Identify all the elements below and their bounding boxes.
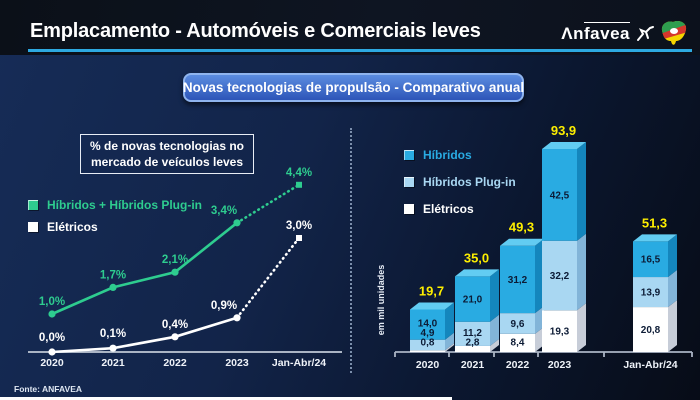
svg-text:32,2: 32,2 (550, 271, 570, 282)
svg-text:35,0: 35,0 (464, 250, 489, 265)
charts-divider (350, 128, 352, 373)
svg-text:11,2: 11,2 (463, 328, 482, 339)
subtitle-banner: Novas tecnologias de propulsão - Compara… (183, 73, 524, 102)
svg-text:9,6: 9,6 (511, 319, 525, 330)
svg-text:0,8: 0,8 (421, 338, 435, 349)
left-chart-title-box: % de novas tecnologias no mercado de veí… (80, 134, 254, 174)
svg-text:0,9%: 0,9% (211, 300, 237, 312)
svg-text:2022: 2022 (163, 357, 187, 369)
svg-text:13,9: 13,9 (641, 288, 661, 299)
svg-text:19,7: 19,7 (419, 283, 444, 298)
line-chart: 2020 2021 2022 2023 Jan-Abr/24 1,0% 1,7% 2,1% 3,… (28, 167, 342, 369)
svg-text:2020: 2020 (416, 359, 440, 371)
legend-swatch-lightblue (404, 177, 414, 187)
legend-label: Híbridos + Híbridos Plug-in (47, 198, 203, 212)
svg-text:2022: 2022 (506, 359, 530, 371)
legend-swatch-blue (404, 150, 414, 160)
legend-item-eletricos: Elétricos (404, 202, 516, 216)
bottom-strip (0, 397, 452, 400)
legend-item-hibridos-plugin: Híbridos + Híbridos Plug-in (28, 198, 202, 212)
svg-text:0,0%: 0,0% (39, 332, 65, 344)
svg-text:2023: 2023 (548, 359, 572, 371)
svg-text:8,4: 8,4 (511, 338, 525, 349)
anfavea-mascot-icon (637, 26, 654, 41)
svg-text:1,0%: 1,0% (39, 296, 65, 308)
legend-swatch-white (28, 222, 38, 232)
svg-text:Jan-Abr/24: Jan-Abr/24 (272, 357, 326, 369)
svg-text:49,3: 49,3 (509, 220, 534, 235)
svg-text:2023: 2023 (225, 357, 249, 369)
title-accent-underline (28, 49, 692, 52)
svg-text:16,5: 16,5 (641, 255, 661, 266)
svg-text:20,8: 20,8 (641, 325, 661, 336)
svg-text:2,8: 2,8 (466, 338, 480, 349)
svg-text:31,2: 31,2 (508, 275, 528, 286)
page-title: Emplacamento - Automóveis e Comerciais l… (30, 20, 481, 42)
bar-chart-legend: Híbridos Híbridos Plug-in Elétricos (404, 148, 516, 216)
svg-text:Jan-Abr/24: Jan-Abr/24 (623, 359, 677, 371)
svg-text:93,9: 93,9 (551, 123, 576, 138)
legend-swatch-green (28, 200, 38, 210)
legend-item-hibridos: Híbridos (404, 148, 516, 162)
svg-text:2,1%: 2,1% (162, 254, 188, 266)
svg-text:3,4%: 3,4% (211, 205, 237, 217)
svg-text:14,0: 14,0 (418, 319, 438, 330)
svg-text:21,0: 21,0 (463, 295, 483, 306)
svg-text:2021: 2021 (101, 357, 125, 369)
legend-label: Elétricos (423, 202, 474, 216)
anfavea-logo: Λnfavea (561, 18, 688, 48)
svg-text:4,9: 4,9 (421, 328, 435, 339)
stacked-bar-chart: 2020 2021 2022 2023 Jan-Abr/24 em mil unidade… (376, 123, 693, 371)
svg-text:2020: 2020 (40, 357, 64, 369)
svg-text:42,5: 42,5 (550, 190, 570, 201)
svg-text:2021: 2021 (461, 359, 485, 371)
svg-text:19,3: 19,3 (550, 327, 570, 338)
svg-text:4,4%: 4,4% (286, 167, 312, 179)
header-bar: Emplacamento - Automóveis e Comerciais l… (0, 0, 700, 55)
legend-swatch-white (404, 204, 414, 214)
anfavea-logo-text: Λnfavea (561, 21, 630, 43)
svg-text:em mil unidades: em mil unidades (376, 265, 386, 336)
legend-item-eletricos: Elétricos (28, 220, 202, 234)
svg-text:0,1%: 0,1% (100, 328, 126, 340)
left-chart-title-line1: % de novas tecnologias no (89, 138, 245, 153)
svg-text:1,7%: 1,7% (100, 269, 126, 281)
source-note: Fonte: ANFAVEA (14, 384, 82, 394)
svg-text:0,4%: 0,4% (162, 319, 188, 331)
legend-label: Híbridos (423, 148, 472, 162)
svg-text:3,0%: 3,0% (286, 220, 312, 232)
left-chart-title-line2: mercado de veículos leves (90, 155, 244, 169)
legend-item-hibridos-plugin: Híbridos Plug-in (404, 175, 516, 189)
event-map-pin-icon (661, 20, 687, 45)
legend-label: Híbridos Plug-in (423, 175, 516, 189)
line-chart-legend: Híbridos + Híbridos Plug-in Elétricos (28, 198, 202, 234)
svg-text:51,3: 51,3 (642, 215, 667, 230)
legend-label: Elétricos (47, 220, 98, 234)
